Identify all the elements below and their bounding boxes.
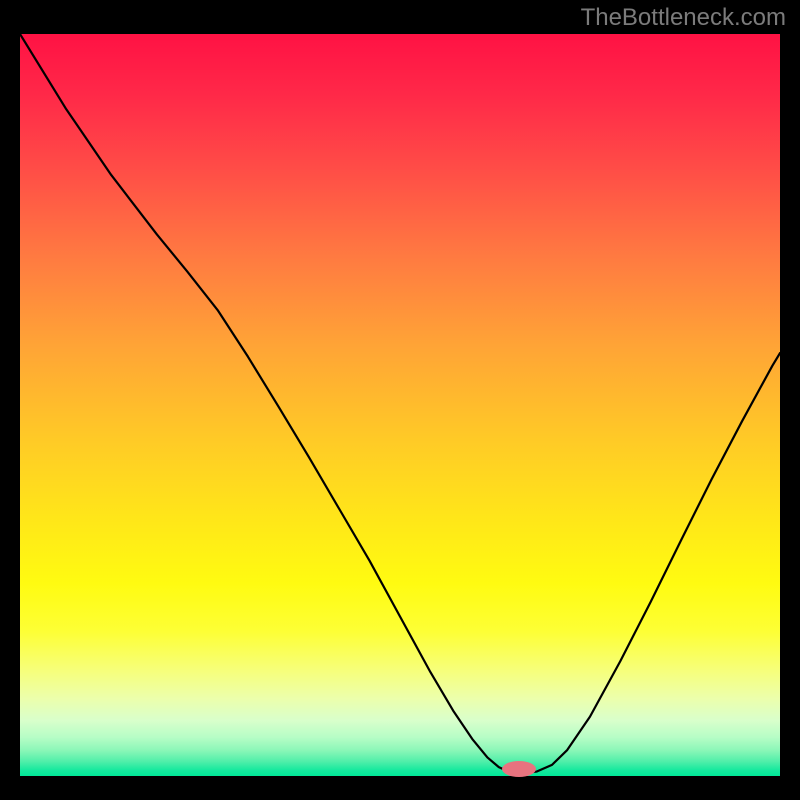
watermark-text: TheBottleneck.com	[581, 4, 786, 32]
plot-area	[20, 34, 780, 776]
optimal-point-marker	[500, 759, 538, 779]
chart-frame: TheBottleneck.com	[0, 0, 800, 800]
bottleneck-curve	[20, 34, 780, 776]
